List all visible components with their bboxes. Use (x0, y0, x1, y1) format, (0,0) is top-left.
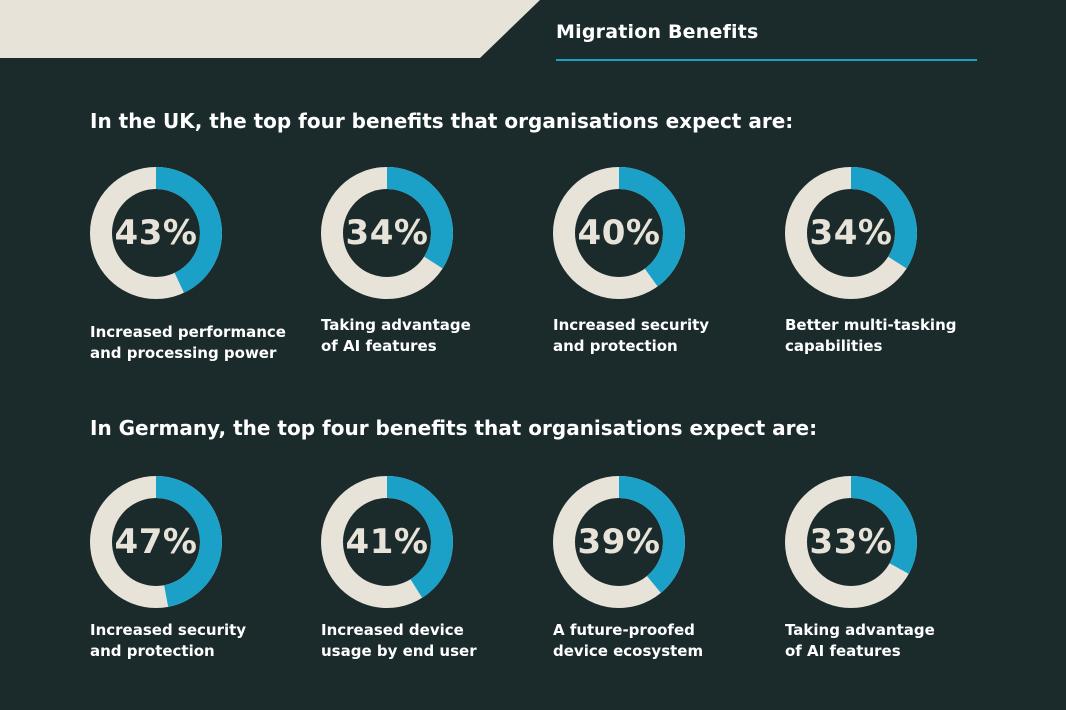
donut-value-arc (553, 167, 685, 299)
donut-chart: 39% (552, 475, 686, 609)
donut-category-label-line: and protection (90, 642, 215, 660)
donut-value-label: 43% (114, 213, 198, 253)
donut-category-label: Taking advantage of AI features (321, 315, 521, 357)
donut-category-label-line: Taking advantage (321, 316, 471, 334)
donut-category-label-line: Increased device (321, 621, 464, 639)
donut-category-label-line: and protection (553, 337, 678, 355)
donut-value-arc (90, 167, 222, 299)
donut-category-label-line: Increased security (90, 621, 247, 639)
section-heading-germany: In Germany, the top four benefits that o… (90, 416, 818, 440)
donut-svg (90, 476, 222, 608)
donut-category-label-line: device ecosystem (553, 642, 704, 660)
donut-svg (553, 167, 685, 299)
donut-chart: 40% (552, 166, 686, 300)
section-heading-uk: In the UK, the top four benefits that or… (90, 109, 794, 133)
donut-value-label: 41% (345, 522, 429, 562)
donut-category-label-line: A future-proofed (553, 621, 695, 639)
donut-value-arc (321, 167, 453, 299)
donut-chart: 34% (320, 166, 454, 300)
donut-category-label-line: Increased performance (90, 323, 286, 341)
donut-svg (321, 167, 453, 299)
donut-category-label-line: Taking advantage (785, 621, 935, 639)
donut-chart: 33% (784, 475, 918, 609)
donut-svg (321, 476, 453, 608)
donut-category-label: A future-proofed device ecosystem (553, 620, 753, 662)
donut-value-label: 39% (577, 522, 661, 562)
donut-svg (785, 167, 917, 299)
donut-chart: 47% (89, 475, 223, 609)
donut-category-label: Better multi-tasking capabilities (785, 315, 985, 357)
donut-value-arc (785, 167, 917, 299)
donut-value-arc (90, 476, 222, 608)
page-title: Migration Benefits (556, 21, 759, 43)
donut-category-label-line: of AI features (785, 642, 901, 660)
donut-chart: 43% (89, 166, 223, 300)
donut-value-label: 40% (577, 213, 661, 253)
donut-value-arc (553, 476, 685, 608)
donut-chart: 41% (320, 475, 454, 609)
donut-category-label: Increased performance and processing powe… (90, 322, 290, 364)
donut-category-label-line: capabilities (785, 337, 883, 355)
donut-value-label: 47% (114, 522, 198, 562)
donut-category-label-line: Increased security (553, 316, 710, 334)
donut-value-label: 33% (809, 522, 893, 562)
donut-chart: 34% (784, 166, 918, 300)
donut-category-label-line: of AI features (321, 337, 437, 355)
donut-svg (90, 167, 222, 299)
donut-value-arc (785, 476, 917, 608)
header-banner-shape (0, 0, 540, 58)
donut-category-label: Increased security and protection (90, 620, 290, 662)
header-divider (556, 59, 977, 61)
donut-category-label: Increased device usage by end user (321, 620, 521, 662)
donut-category-label: Taking advantage of AI features (785, 620, 985, 662)
donut-category-label-line: Better multi-tasking (785, 316, 957, 334)
donut-value-arc (321, 476, 453, 608)
donut-category-label: Increased security and protection (553, 315, 753, 357)
donut-category-label-line: and processing power (90, 344, 277, 362)
donut-svg (785, 476, 917, 608)
donut-category-label-line: usage by end user (321, 642, 477, 660)
donut-value-label: 34% (345, 213, 429, 253)
donut-svg (553, 476, 685, 608)
donut-value-label: 34% (809, 213, 893, 253)
